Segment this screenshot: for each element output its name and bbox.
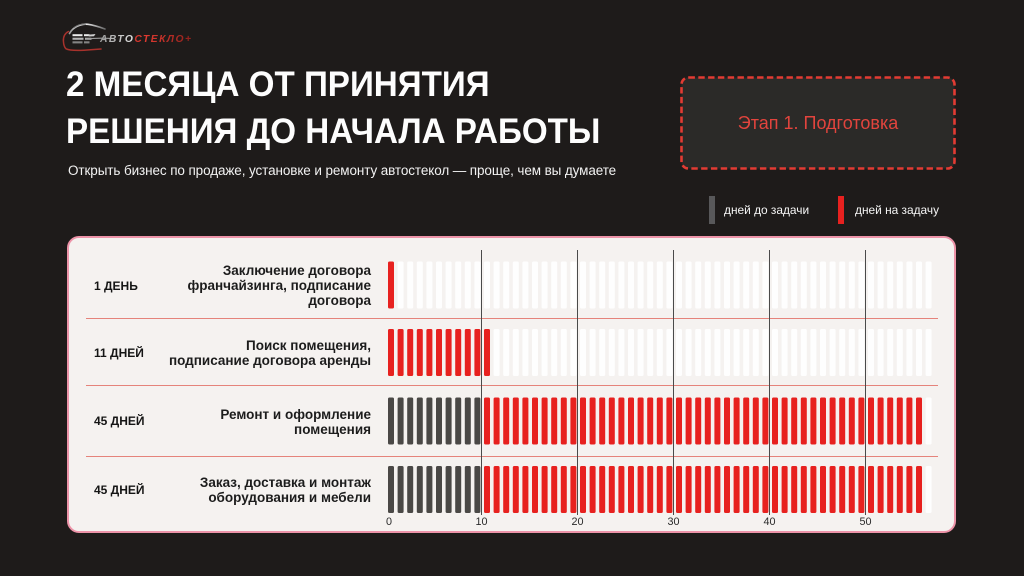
svg-text:0: 0: [386, 516, 392, 528]
svg-text:30: 30: [667, 516, 679, 528]
svg-text:50: 50: [859, 516, 871, 528]
svg-text:АВТОСТЕКЛО+: АВТОСТЕКЛО+: [99, 34, 193, 45]
svg-text:20: 20: [571, 516, 583, 528]
svg-text:10: 10: [475, 516, 487, 528]
svg-text:40: 40: [763, 516, 775, 528]
